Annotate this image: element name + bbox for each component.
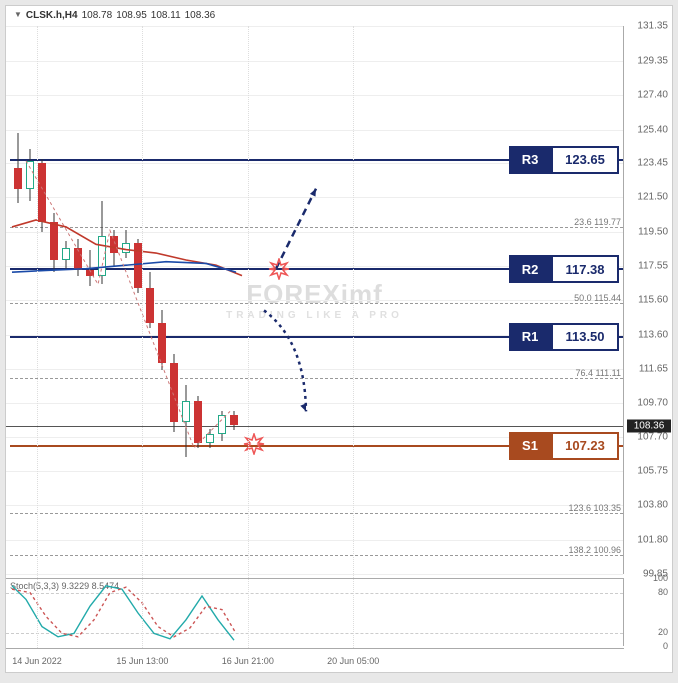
ohlc-h: 108.95: [116, 10, 147, 21]
ohlc-l: 108.11: [151, 10, 181, 21]
ohlc-o: 108.78: [82, 10, 113, 21]
sub-y-tick: 80: [658, 587, 668, 597]
sub-y-tick: 20: [658, 627, 668, 637]
fib-line: [10, 303, 623, 304]
chart-container: ▼ CLSK.h,H4 108.78 108.95 108.11 108.36 …: [5, 5, 673, 673]
fib-label: 23.6 119.77: [574, 217, 621, 227]
fib-line: [10, 378, 623, 379]
x-tick: 15 Jun 13:00: [116, 656, 168, 666]
sr-box-r2: R2117.38: [509, 255, 619, 283]
burst-icon: [268, 258, 290, 280]
symbol-label: CLSK.h,H4: [26, 10, 78, 21]
y-tick: 109.70: [637, 397, 668, 408]
sr-value: 117.38: [551, 255, 619, 283]
stochastic-subchart[interactable]: Stoch(5,3,3) 9.3229 8.5474: [6, 578, 624, 646]
watermark-tag: TRADING LIKE A PRO: [226, 310, 403, 321]
sr-box-r3: R3123.65: [509, 146, 619, 174]
sr-label: S1: [509, 432, 551, 460]
sr-value: 123.65: [551, 146, 619, 174]
x-tick: 14 Jun 2022: [12, 656, 62, 666]
ohlc-c: 108.36: [185, 10, 216, 21]
fib-label: 123.6 103.35: [568, 503, 621, 513]
y-tick: 113.60: [638, 329, 668, 340]
main-price-chart[interactable]: FOREXimf TRADING LIKE A PRO 23.6 119.77 5…: [6, 26, 624, 574]
time-x-axis: 14 Jun 2022 15 Jun 13:00 16 Jun 21:00 20 Ju…: [6, 648, 624, 672]
y-tick: 121.50: [637, 192, 668, 203]
y-tick: 119.50: [638, 227, 668, 238]
fib-line: [10, 555, 623, 556]
sr-label: R3: [509, 146, 551, 174]
sr-box-r1: R1113.50: [509, 323, 619, 351]
y-tick: 101.80: [637, 535, 668, 546]
y-tick: 127.40: [637, 89, 668, 100]
fib-line: [10, 513, 623, 514]
y-tick: 131.35: [637, 21, 668, 32]
y-tick: 125.40: [637, 124, 668, 135]
fib-label: 50.0 115.44: [574, 293, 621, 303]
chevron-down-icon[interactable]: ▼: [14, 10, 22, 21]
y-tick: 117.55: [638, 261, 668, 272]
y-tick: 115.60: [638, 295, 668, 306]
y-tick: 123.45: [637, 158, 668, 169]
stoch-label: Stoch(5,3,3) 9.3229 8.5474: [10, 581, 119, 591]
fib-label: 76.4 111.11: [575, 368, 621, 378]
y-tick: 107.70: [637, 432, 668, 443]
stoch-y-axis: 02080100: [624, 578, 672, 646]
y-tick: 129.35: [637, 55, 668, 66]
burst-icon: [243, 433, 265, 455]
sr-value: 113.50: [551, 323, 619, 351]
sr-label: R1: [509, 323, 551, 351]
y-tick: 111.65: [639, 363, 668, 374]
watermark-text: FOREXimf: [226, 279, 403, 310]
chart-header: ▼ CLSK.h,H4 108.78 108.95 108.11 108.36: [6, 6, 672, 25]
x-tick: 16 Jun 21:00: [222, 656, 274, 666]
sr-label: R2: [509, 255, 551, 283]
y-tick: 103.80: [637, 500, 668, 511]
sr-box-s1: S1107.23: [509, 432, 619, 460]
sub-y-tick: 100: [653, 573, 668, 583]
y-tick: 105.75: [637, 466, 668, 477]
sr-value: 107.23: [551, 432, 619, 460]
x-tick: 20 Jun 05:00: [327, 656, 379, 666]
price-y-axis: 99.85101.80103.80105.75107.70109.70111.6…: [624, 26, 672, 574]
sub-y-tick: 0: [663, 641, 668, 651]
fib-label: 138.2 100.96: [568, 545, 621, 555]
